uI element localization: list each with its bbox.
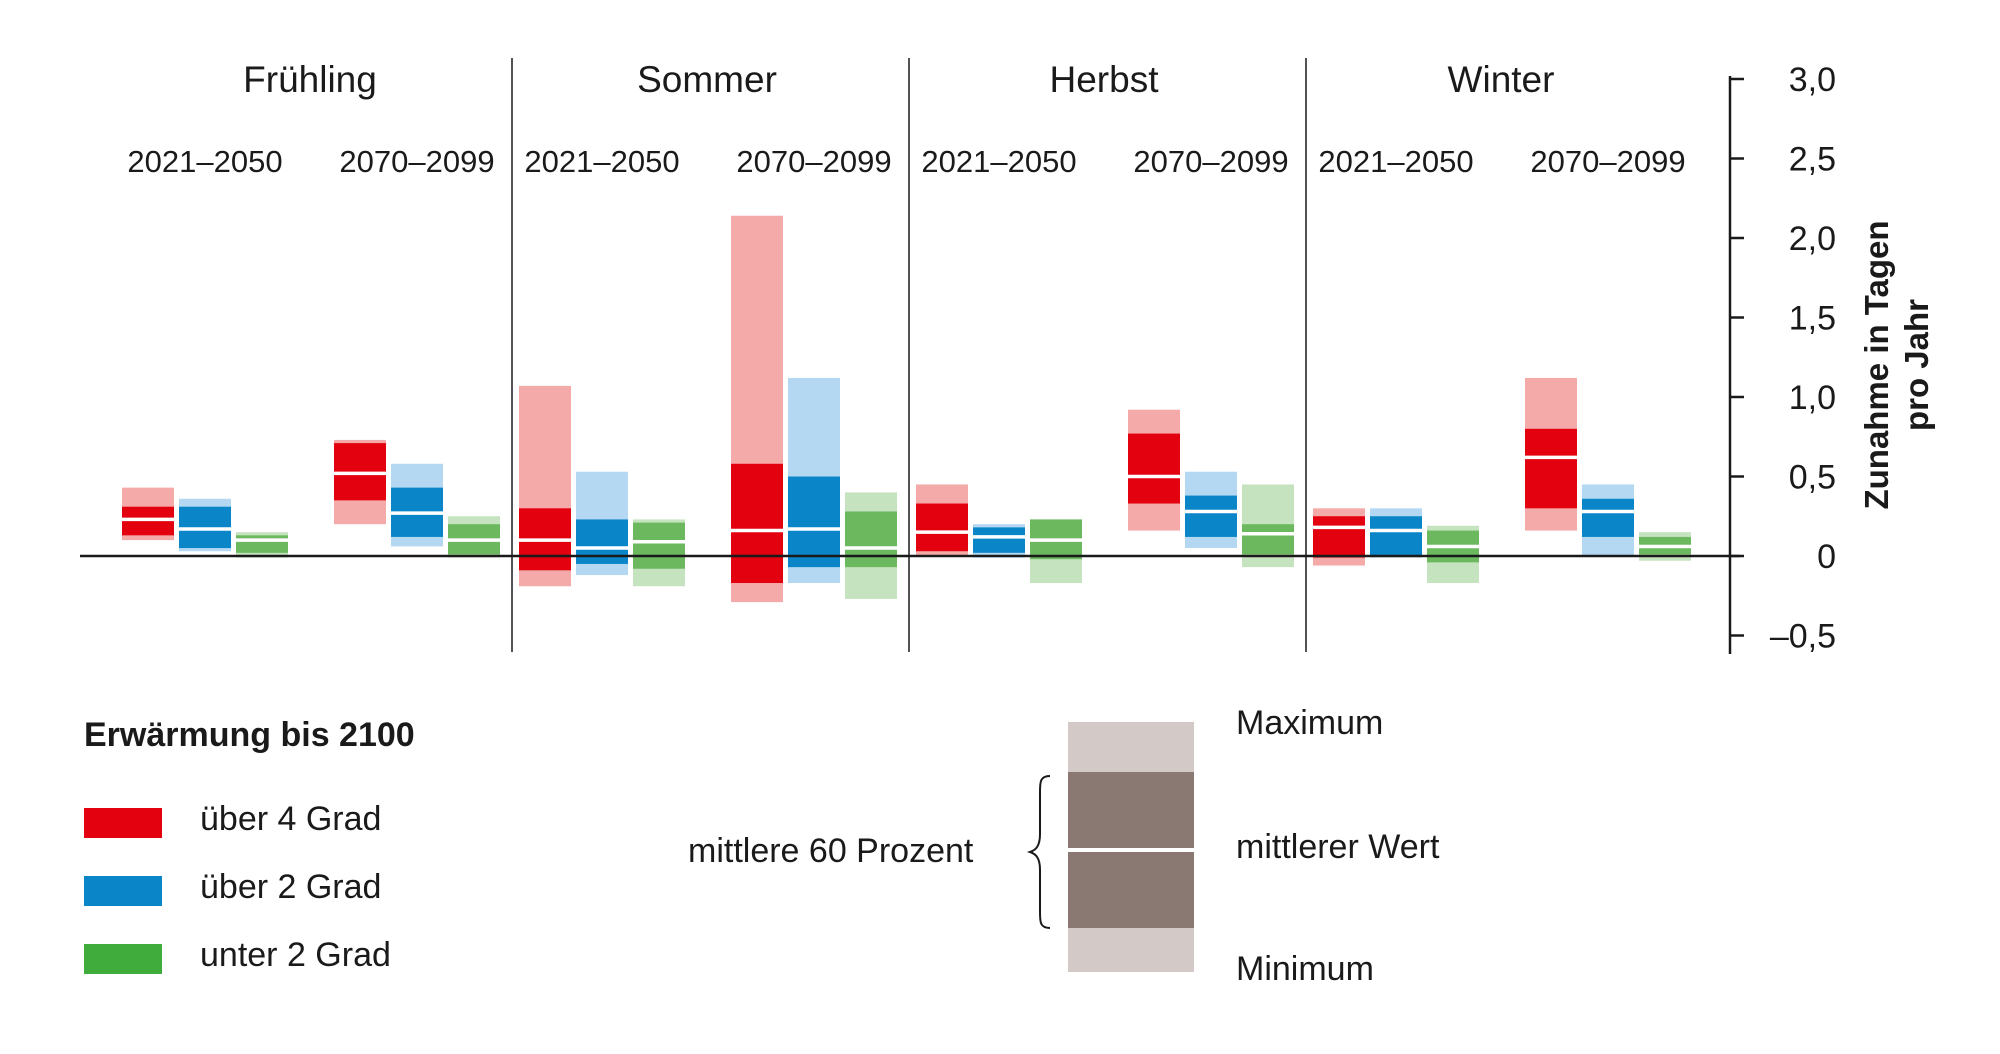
bar-middle60-red — [731, 463, 783, 584]
bars — [122, 215, 1691, 603]
key-label-median: mittlerer Wert — [1236, 828, 1440, 866]
y-tick-label: 1,0 — [1789, 379, 1836, 417]
period-label: 2070–2099 — [736, 144, 891, 179]
period-label: 2070–2099 — [339, 144, 494, 179]
key-label-maximum: Maximum — [1236, 704, 1384, 742]
y-axis-ticks: 3,0 2,5 2,0 1,5 1,0 0,5 0 –0,5 — [1730, 61, 1836, 656]
period-label: 2021–2050 — [921, 144, 1076, 179]
legend-label-blue: über 2 Grad — [200, 868, 382, 906]
legend-label-green: unter 2 Grad — [200, 936, 391, 974]
bar-middle60-red — [1525, 428, 1577, 509]
season-dividers — [511, 58, 1307, 652]
y-tick-label: 2,5 — [1789, 141, 1836, 179]
key-label-range: mittlere 60 Prozent — [688, 832, 974, 870]
period-label: 2070–2099 — [1133, 144, 1288, 179]
bar-middle60-green — [236, 535, 288, 553]
bar-middle60-green — [633, 522, 685, 569]
y-tick-label: 0 — [1817, 538, 1836, 576]
season-label-1: Frühling — [243, 59, 377, 100]
key-range-min — [1068, 928, 1194, 972]
bar-middle60-blue — [973, 527, 1025, 553]
bar-middle60-blue — [1370, 516, 1422, 556]
y-tick-label: 0,5 — [1789, 459, 1836, 497]
y-tick-label: 2,0 — [1789, 220, 1836, 258]
key-range-max — [1068, 722, 1194, 772]
season-label-3: Herbst — [1050, 59, 1160, 100]
bar-middle60-blue — [1582, 498, 1634, 537]
legend-swatch-green — [84, 944, 162, 974]
legend-swatch-blue — [84, 876, 162, 906]
legend-title: Erwärmung bis 2100 — [84, 716, 415, 754]
bar-middle60-blue — [576, 519, 628, 564]
season-label-2: Sommer — [637, 59, 777, 100]
key-brace — [1026, 775, 1051, 929]
bar-middle60-red — [1313, 516, 1365, 558]
period-label: 2021–2050 — [524, 144, 679, 179]
y-tick-label: –0,5 — [1770, 618, 1836, 656]
bar-middle60-green — [1242, 524, 1294, 555]
period-label: 2021–2050 — [127, 144, 282, 179]
y-axis-label-line2: pro Jahr — [1898, 299, 1935, 431]
bar-middle60-red — [1128, 433, 1180, 504]
period-labels: 2021–2050 2070–2099 2021–2050 2070–2099 2021… — [127, 144, 1685, 179]
legend-swatch-red — [84, 808, 162, 838]
bar-middle60-green — [845, 511, 897, 568]
season-labels: Frühling Sommer Herbst Winter — [243, 59, 1554, 100]
y-axis-label-line1: Zunahme in Tagen — [1858, 220, 1895, 509]
period-label: 2021–2050 — [1318, 144, 1473, 179]
y-tick-label: 1,5 — [1789, 300, 1836, 338]
bar-middle60-blue — [1185, 495, 1237, 537]
bar-middle60-red — [916, 503, 968, 552]
legend-label-red: über 4 Grad — [200, 800, 382, 838]
y-tick-label: 3,0 — [1789, 61, 1836, 99]
season-label-4: Winter — [1448, 59, 1555, 100]
bar-middle60-blue — [788, 476, 840, 568]
period-label: 2070–2099 — [1530, 144, 1685, 179]
key-label-minimum: Minimum — [1236, 950, 1374, 988]
